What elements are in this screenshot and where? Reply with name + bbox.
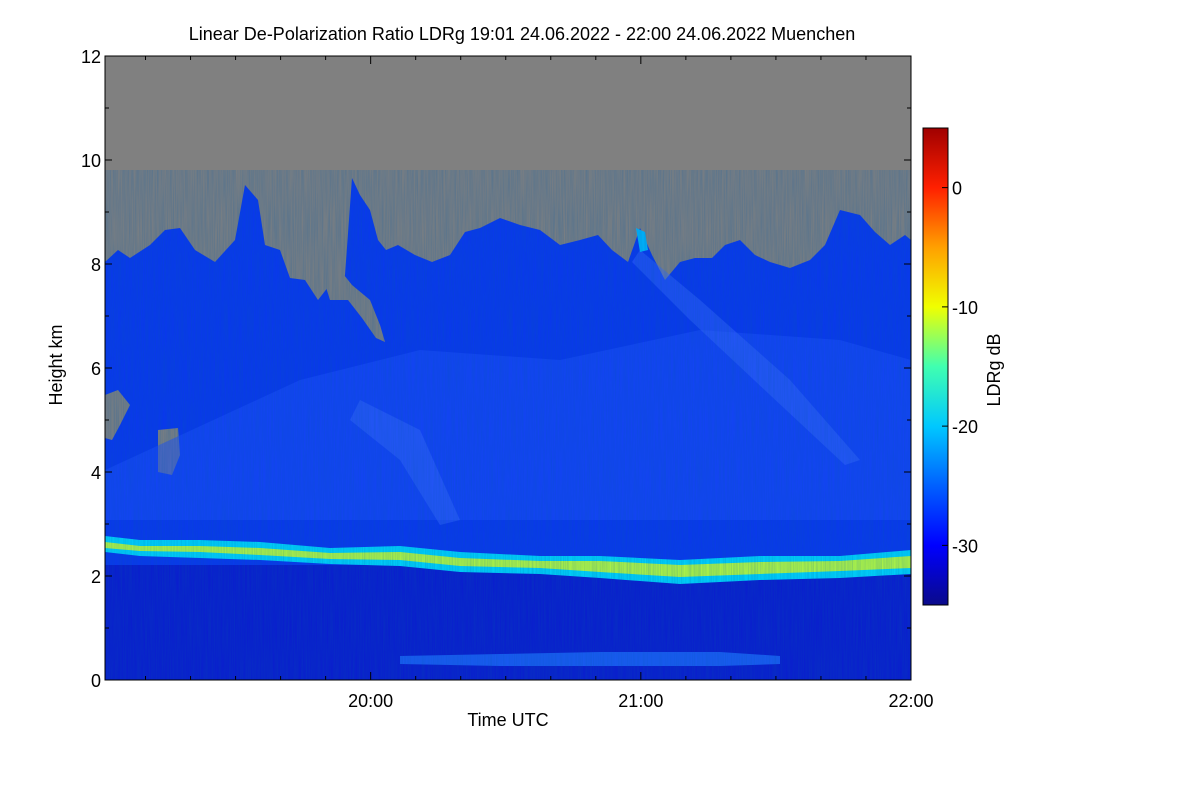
y-tick-label: 4 <box>91 463 101 483</box>
y-tick-label: 8 <box>91 255 101 275</box>
plot-area <box>105 56 911 680</box>
x-tick-label: 21:00 <box>618 691 663 711</box>
y-tick-label: 2 <box>91 567 101 587</box>
colorbar <box>922 127 949 606</box>
x-tick-label: 20:00 <box>348 691 393 711</box>
x-tick-label: 22:00 <box>888 691 933 711</box>
chart-title: Linear De-Polarization Ratio LDRg 19:01 … <box>189 24 855 44</box>
y-tick-label: 10 <box>81 151 101 171</box>
y-axis-label: Height km <box>46 324 66 405</box>
texture-overlay <box>105 170 911 680</box>
y-tick-label: 0 <box>91 671 101 691</box>
y-tick-label: 12 <box>81 47 101 67</box>
colorbar-tick-label: -30 <box>952 536 978 556</box>
y-axis: 0 2 4 6 8 10 12 <box>81 47 911 691</box>
y-tick-label: 6 <box>91 359 101 379</box>
colorbar-ticks: 0 -10 -20 -30 <box>942 179 978 556</box>
colorbar-tick-label: 0 <box>952 179 962 199</box>
colorbar-label: LDRg dB <box>984 333 1004 406</box>
colorbar-tick-label: -10 <box>952 298 978 318</box>
x-axis: 20:00 21:00 22:00 <box>145 56 934 711</box>
colorbar-tick-label: -20 <box>952 417 978 437</box>
x-axis-label: Time UTC <box>467 710 548 730</box>
